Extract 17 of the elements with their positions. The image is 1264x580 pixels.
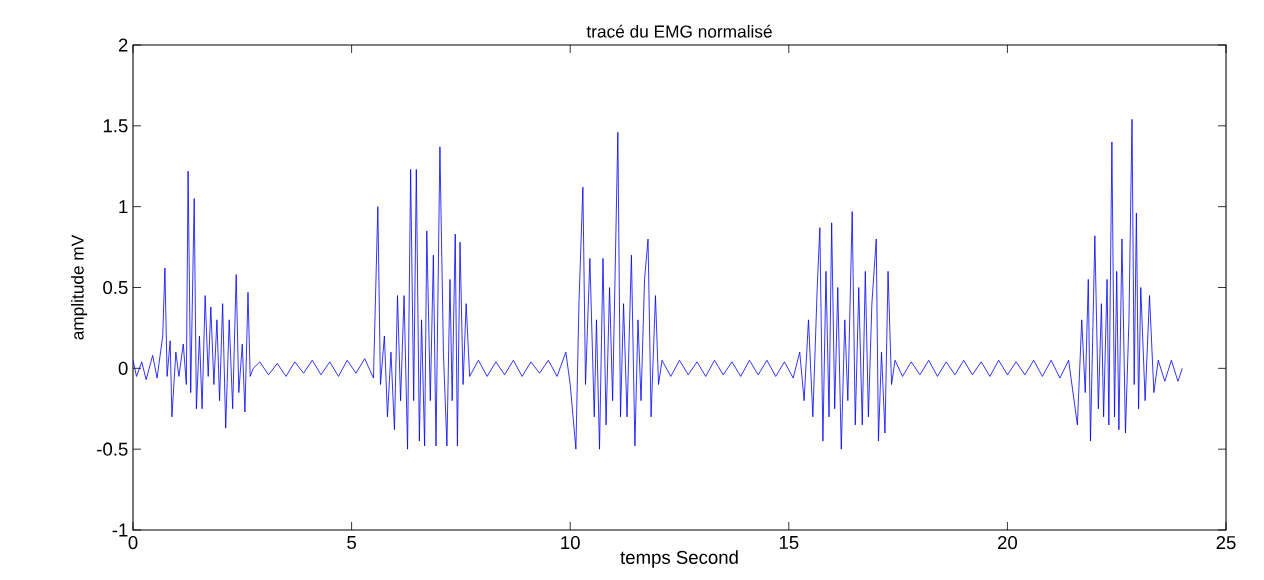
x-tick-label: 5 [347,536,356,549]
x-tick-label: 20 [998,536,1018,550]
chart-title: tracé du EMG normalisé [586,24,772,38]
y-tick-label: 1.5 [103,119,128,133]
y-tick-label: 1 [119,200,128,214]
y-tick-label: -0.5 [97,442,128,456]
x-tick-label: 15 [779,536,799,549]
y-tick-label: 0.5 [103,280,128,295]
y-tick-label: 2 [118,38,128,52]
y-axis-title: amplitude mV [71,234,88,340]
line-series [133,118,1183,450]
x-tick-label: 25 [1216,536,1236,550]
y-tick-label: -1 [112,523,128,537]
x-axis-title: temps Second [620,550,738,568]
x-tick-label: 0 [128,536,138,550]
x-tick-label: 10 [561,536,580,550]
y-tick-label: 0 [118,361,128,375]
